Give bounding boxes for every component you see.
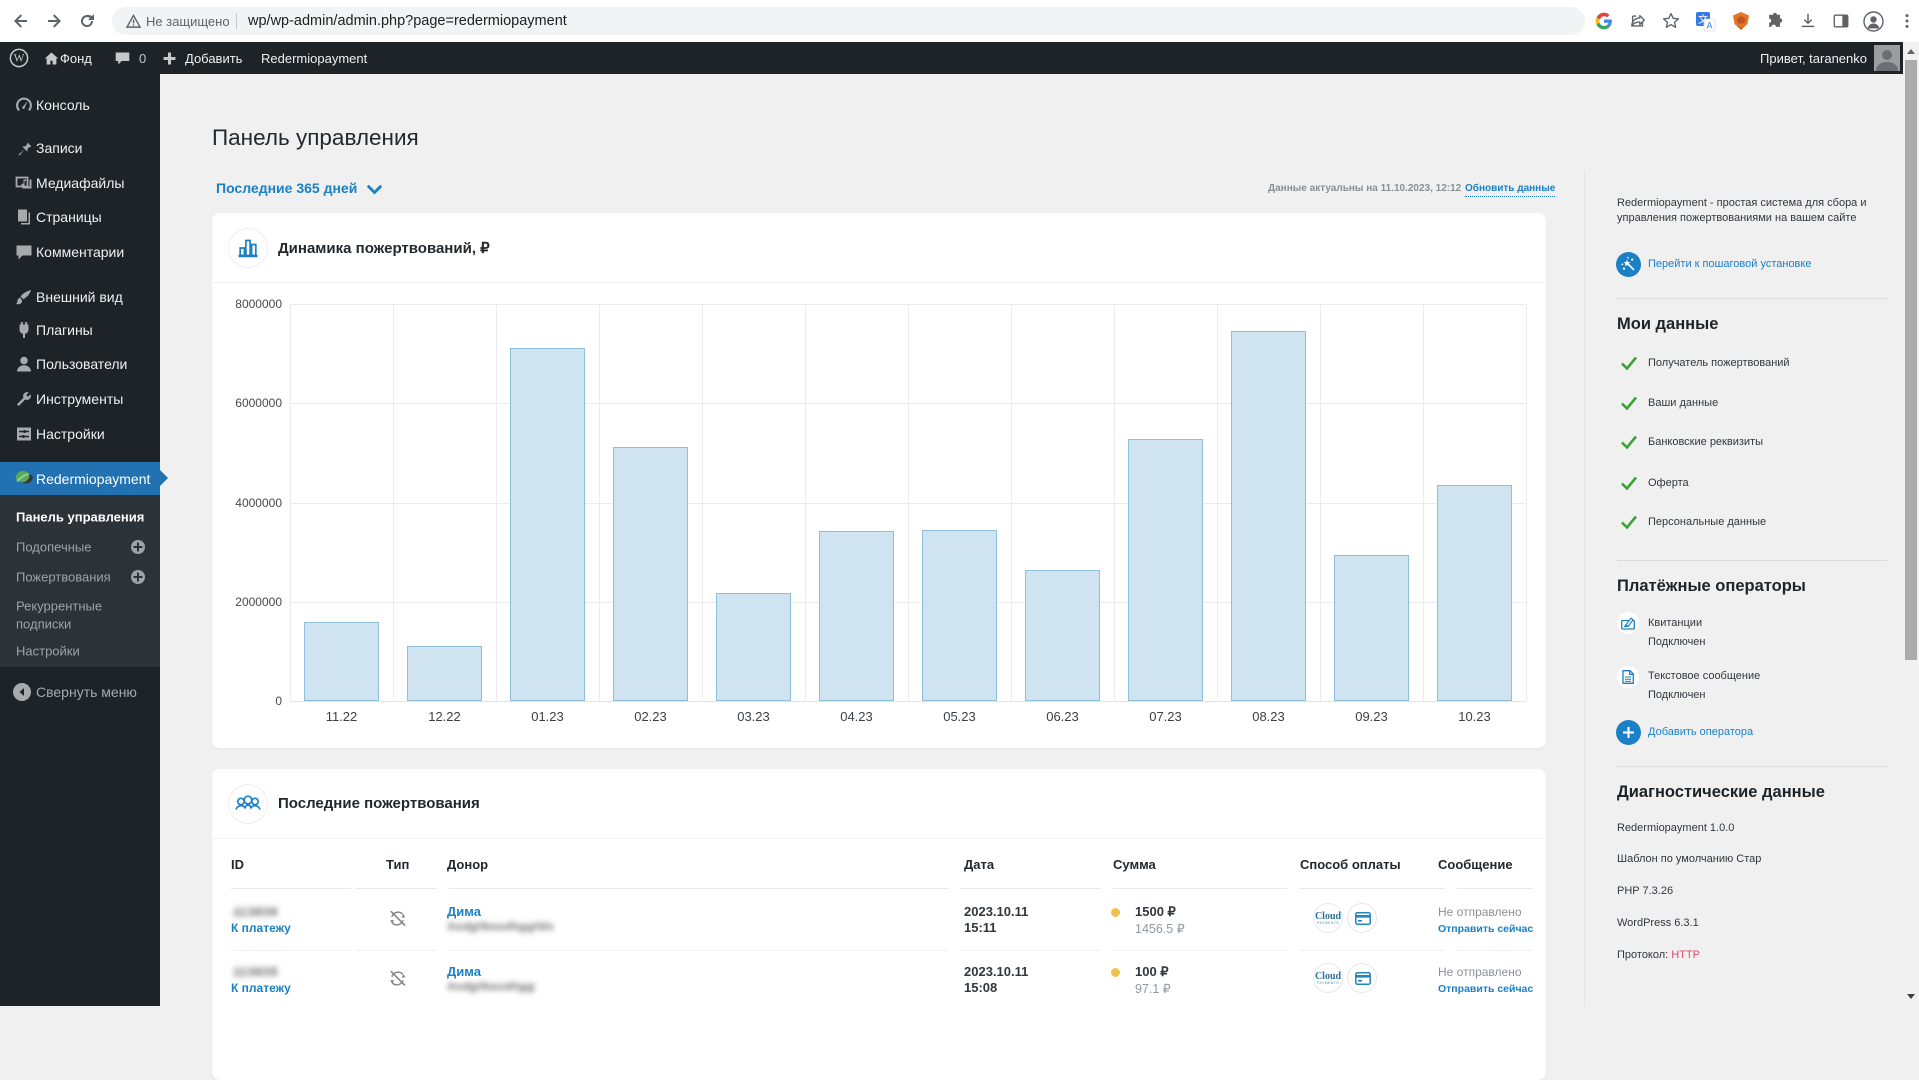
svg-text:A: A — [1706, 21, 1712, 31]
svg-text:文: 文 — [1698, 13, 1708, 26]
svg-text:W: W — [14, 53, 25, 65]
